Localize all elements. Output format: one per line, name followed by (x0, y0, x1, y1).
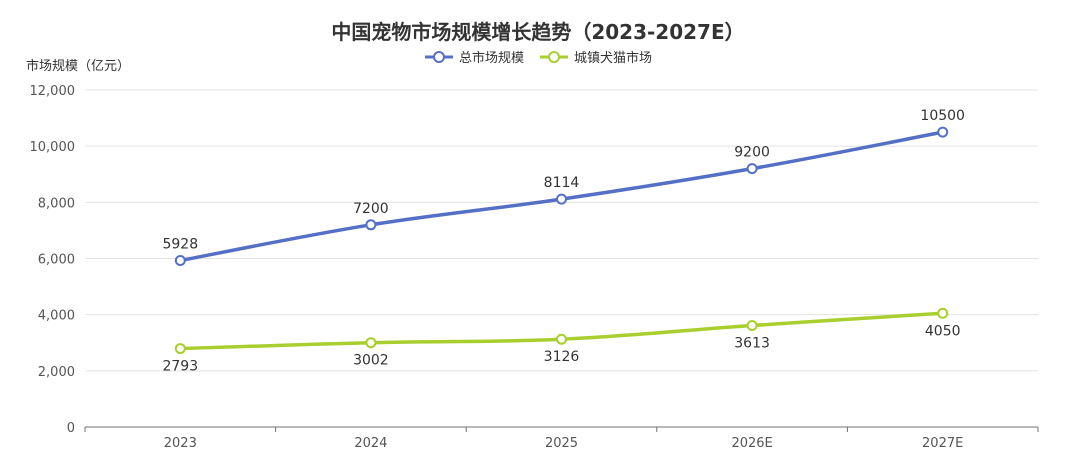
data-point[interactable] (174, 343, 186, 355)
series-group: 2793 3002 3126 3613 4050 (162, 307, 961, 375)
data-label: 5928 (162, 237, 198, 253)
y-tick-label: 12,000 (30, 84, 76, 99)
x-tick-label: 2026E (731, 436, 772, 451)
data-label: 10500 (920, 108, 965, 124)
x-tick-label: 2023 (164, 436, 197, 451)
y-tick-label: 0 (67, 421, 75, 436)
data-label: 7200 (353, 201, 389, 217)
legend-item-urban-pet[interactable]: 城镇犬猫市场 (540, 50, 652, 66)
gridlines (85, 89, 1038, 372)
data-point[interactable] (937, 126, 949, 138)
legend-swatch-marker (548, 51, 560, 63)
data-label: 9200 (734, 145, 770, 161)
data-point[interactable] (746, 320, 758, 332)
data-point[interactable] (365, 337, 377, 349)
legend-item-total[interactable]: 总市场规模 (425, 50, 524, 66)
data-label: 3126 (544, 349, 580, 365)
series-layer: 5928 7200 8114 9200 10500 2793 3002 3126 3613 405… (162, 108, 964, 374)
data-point[interactable] (556, 333, 567, 345)
chart-title: 中国宠物市场规模增长趋势（2023-2027E） (331, 20, 744, 44)
data-label: 3002 (353, 353, 389, 369)
legend-swatch-marker (433, 51, 445, 63)
y-tick-label: 6,000 (38, 253, 75, 268)
data-label: 8114 (544, 175, 580, 191)
y-tick-label: 4,000 (38, 309, 75, 324)
y-tick-label: 10,000 (30, 140, 76, 155)
data-point[interactable] (746, 163, 758, 175)
x-axis: 2023 2024 2025 2026E 2027E (84, 426, 1039, 451)
data-point[interactable] (556, 193, 567, 205)
legend-label: 城镇犬猫市场 (574, 50, 652, 66)
y-axis-ticks: 0 2,000 4,000 6,000 8,000 10,000 12,000 (30, 84, 76, 436)
data-label: 4050 (925, 323, 961, 339)
series-group: 5928 7200 8114 9200 10500 (162, 108, 965, 267)
x-tick-label: 2025 (545, 436, 578, 451)
legend-label: 总市场规模 (459, 50, 524, 66)
y-tick-label: 2,000 (38, 365, 75, 380)
legend: 总市场规模 城镇犬猫市场 (425, 50, 652, 66)
x-tick-label: 2027E (922, 436, 963, 451)
data-label: 2793 (162, 359, 198, 375)
data-point[interactable] (937, 307, 949, 319)
data-point[interactable] (174, 255, 186, 267)
y-tick-label: 8,000 (38, 196, 75, 211)
y-axis-label: 市场规模（亿元） (26, 58, 130, 74)
data-label: 3613 (734, 336, 770, 352)
data-point[interactable] (365, 219, 377, 231)
x-tick-label: 2024 (354, 436, 387, 451)
